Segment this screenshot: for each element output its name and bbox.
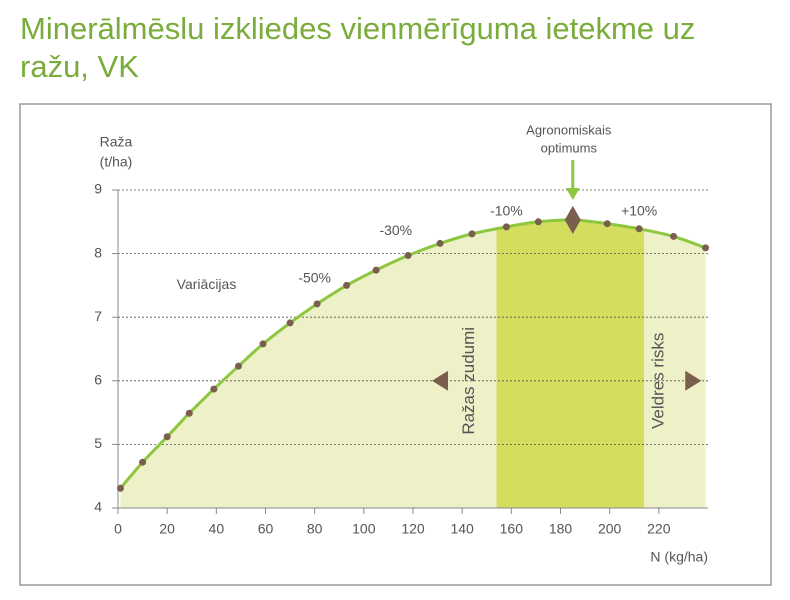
- y-tick-label: 5: [94, 435, 102, 451]
- marker: [635, 225, 643, 233]
- y-axis-label: Raža: [100, 134, 133, 150]
- marker: [372, 266, 380, 274]
- marker: [404, 252, 412, 260]
- x-tick-label: 100: [352, 521, 376, 537]
- annotation: -10%: [490, 202, 523, 218]
- x-tick-label: 160: [500, 521, 524, 537]
- annotation: -30%: [379, 222, 412, 238]
- marker: [436, 239, 444, 247]
- x-tick-label: 200: [598, 521, 622, 537]
- y-tick-label: 4: [94, 499, 102, 515]
- annotation: +10%: [621, 202, 657, 218]
- optimum-label: Agronomiskais: [526, 122, 612, 137]
- y-tick-label: 7: [94, 308, 102, 324]
- x-tick-label: 0: [114, 521, 122, 537]
- x-tick-label: 80: [307, 521, 323, 537]
- optimum-band: [496, 219, 645, 508]
- frame: [19, 103, 772, 586]
- x-tick-label: 40: [209, 521, 225, 537]
- marker: [343, 281, 351, 289]
- optimum-label: optimums: [541, 140, 598, 155]
- marker: [502, 223, 510, 231]
- marker: [116, 484, 124, 492]
- marker: [603, 220, 611, 228]
- marker: [185, 409, 193, 417]
- y-axis-label: (t/ha): [100, 154, 133, 170]
- side-arrow: [685, 370, 702, 391]
- annotation: Variācijas: [177, 276, 237, 292]
- chart-title: Minerālmēslu izkliedes vienmērīguma iete…: [20, 11, 696, 84]
- optimum-arrowhead: [565, 188, 580, 200]
- side-arrow: [432, 370, 449, 391]
- x-axis-label: N (kg/ha): [650, 549, 708, 565]
- marker: [286, 319, 294, 327]
- marker: [139, 458, 147, 466]
- y-tick-label: 6: [94, 372, 102, 388]
- marker: [259, 340, 267, 348]
- y-tick-label: 8: [94, 244, 102, 260]
- x-tick-label: 20: [159, 521, 175, 537]
- x-tick-label: 140: [450, 521, 474, 537]
- marker: [163, 433, 171, 441]
- marker: [210, 385, 218, 393]
- marker: [313, 300, 321, 308]
- marker: [234, 362, 242, 370]
- x-tick-label: 60: [258, 521, 274, 537]
- optimum-marker: [564, 205, 581, 234]
- x-tick-label: 220: [647, 521, 671, 537]
- side-label: Veldres risks: [648, 333, 667, 429]
- x-tick-label: 120: [401, 521, 425, 537]
- marker: [468, 230, 476, 238]
- marker: [534, 218, 542, 226]
- side-label: Ražas zudumi: [459, 327, 478, 435]
- marker: [702, 244, 710, 252]
- y-tick-label: 9: [94, 181, 102, 197]
- annotation: -50%: [298, 270, 331, 286]
- marker: [670, 232, 678, 240]
- x-tick-label: 180: [549, 521, 573, 537]
